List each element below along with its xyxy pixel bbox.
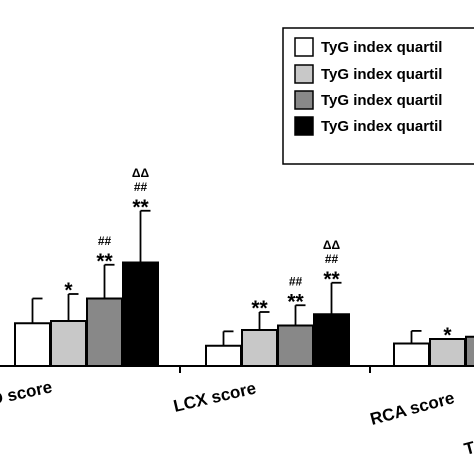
- bars: ******##**##**##ΔΔ**##ΔΔ: [14, 166, 474, 367]
- bar: [86, 297, 123, 367]
- significance-label: ##: [98, 234, 112, 248]
- significance-label: ##: [325, 252, 339, 266]
- bar: [277, 324, 314, 367]
- category-labels: D score LCX score RCA score T: [0, 377, 474, 459]
- legend-swatch: [294, 37, 314, 57]
- bar: [465, 335, 474, 367]
- bar: [205, 344, 242, 367]
- legend-label: TyG index quartil: [321, 118, 442, 135]
- significance-label: *: [443, 324, 452, 347]
- legend-swatch: [294, 116, 314, 136]
- bar: [50, 320, 87, 367]
- category-label: LCX score: [172, 378, 258, 415]
- legend-label: TyG index quartil: [321, 92, 442, 109]
- significance-label: **: [287, 290, 304, 313]
- significance-label: ΔΔ: [323, 238, 341, 252]
- legend-box: [282, 27, 474, 165]
- bar: [313, 313, 350, 367]
- legend-label: TyG index quartil: [321, 39, 442, 56]
- legend-swatch: [294, 90, 314, 110]
- significance-label: **: [251, 297, 268, 320]
- significance-label: **: [96, 250, 113, 273]
- significance-label: **: [132, 196, 149, 219]
- legend: TyG index quartil TyG index quartil TyG in…: [282, 27, 474, 165]
- significance-label: ##: [289, 274, 303, 288]
- category-label: RCA score: [368, 388, 456, 429]
- significance-label: **: [323, 268, 340, 291]
- legend-label: TyG index quartil: [321, 66, 442, 83]
- bar: [14, 322, 51, 367]
- significance-label: ##: [134, 180, 148, 194]
- bar: [393, 342, 430, 367]
- category-label: T: [462, 438, 474, 459]
- significance-label: *: [64, 279, 73, 302]
- bar: [241, 329, 278, 367]
- bar: [122, 261, 159, 367]
- significance-label: ΔΔ: [132, 166, 150, 180]
- legend-swatch: [294, 64, 314, 84]
- x-axis: [0, 365, 474, 373]
- category-label: D score: [0, 377, 54, 409]
